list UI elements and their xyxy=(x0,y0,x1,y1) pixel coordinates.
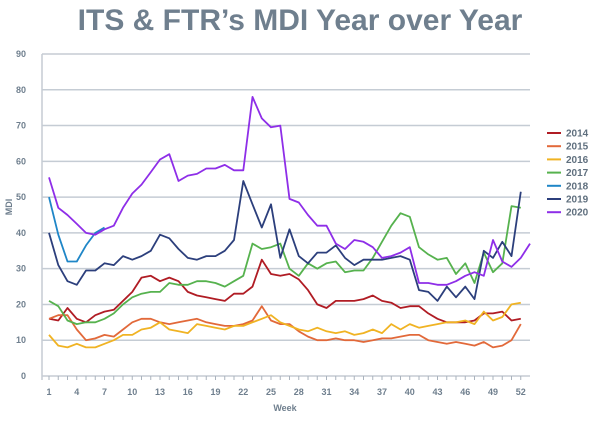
x-axis-label: Week xyxy=(273,403,297,413)
x-tick-label: 19 xyxy=(210,387,220,397)
y-tick-label: 50 xyxy=(16,192,26,202)
legend-item-2016: 2016 xyxy=(547,155,589,166)
y-tick-label: 10 xyxy=(16,335,26,345)
y-tick-label: 90 xyxy=(16,49,26,59)
x-tick-label: 34 xyxy=(349,387,359,397)
series-line-2017 xyxy=(48,205,521,326)
series-line-2020 xyxy=(48,96,531,286)
series-line-2014 xyxy=(48,258,521,324)
gridlines xyxy=(42,53,530,377)
x-tick-label: 4 xyxy=(74,387,79,397)
x-tick-label: 13 xyxy=(155,387,165,397)
legend: 2014 2015 2016 2017 2018 2019 2020 xyxy=(547,129,589,219)
legend-item-2020: 2020 xyxy=(547,208,589,219)
x-tick-label: 40 xyxy=(405,387,415,397)
x-tick-label: 10 xyxy=(127,387,137,397)
series-line-2019 xyxy=(48,180,522,302)
x-tick-label: 52 xyxy=(516,387,526,397)
legend-item-2018: 2018 xyxy=(547,181,589,192)
legend-label: 2019 xyxy=(566,195,589,206)
x-axis: 1 4 7 10 13 16 19 22 25 28 31 34 37 40 43 46 49 52 xyxy=(41,54,526,397)
y-axis-ticks: 0 10 20 30 40 50 60 70 80 90 xyxy=(16,49,26,381)
x-tick-label: 7 xyxy=(102,387,107,397)
legend-label: 2016 xyxy=(566,155,589,166)
y-tick-label: 80 xyxy=(16,85,26,95)
y-axis-label: MDI xyxy=(4,199,14,216)
legend-item-2015: 2015 xyxy=(547,142,589,153)
x-tick-label: 49 xyxy=(488,387,498,397)
y-tick-label: 20 xyxy=(16,299,26,309)
x-tick-label: 28 xyxy=(294,387,304,397)
legend-item-2017: 2017 xyxy=(547,168,589,179)
y-tick-label: 30 xyxy=(16,264,26,274)
series-line-2015 xyxy=(48,305,522,349)
series-lines xyxy=(48,96,531,349)
legend-label: 2015 xyxy=(566,142,589,153)
legend-label: 2018 xyxy=(566,181,589,192)
x-tick-label: 43 xyxy=(432,387,442,397)
x-tick-label: 1 xyxy=(46,387,51,397)
legend-label: 2020 xyxy=(566,208,589,219)
y-tick-label: 60 xyxy=(16,156,26,166)
series-line-2018 xyxy=(48,196,105,263)
legend-item-2019: 2019 xyxy=(547,195,589,206)
y-tick-label: 40 xyxy=(16,228,26,238)
x-tick-label: 31 xyxy=(321,387,331,397)
y-tick-label: 0 xyxy=(21,371,26,381)
x-tick-label: 16 xyxy=(183,387,193,397)
series-line-2016 xyxy=(48,301,521,349)
legend-label: 2017 xyxy=(566,168,589,179)
legend-item-2014: 2014 xyxy=(547,129,589,140)
y-tick-label: 70 xyxy=(16,121,26,131)
x-tick-label: 22 xyxy=(238,387,248,397)
chart-title: ITS & FTR’s MDI Year over Year xyxy=(77,4,523,37)
x-tick-label: 37 xyxy=(377,387,387,397)
x-tick-label: 25 xyxy=(266,387,276,397)
legend-label: 2014 xyxy=(566,129,589,140)
x-tick-label: 46 xyxy=(460,387,470,397)
